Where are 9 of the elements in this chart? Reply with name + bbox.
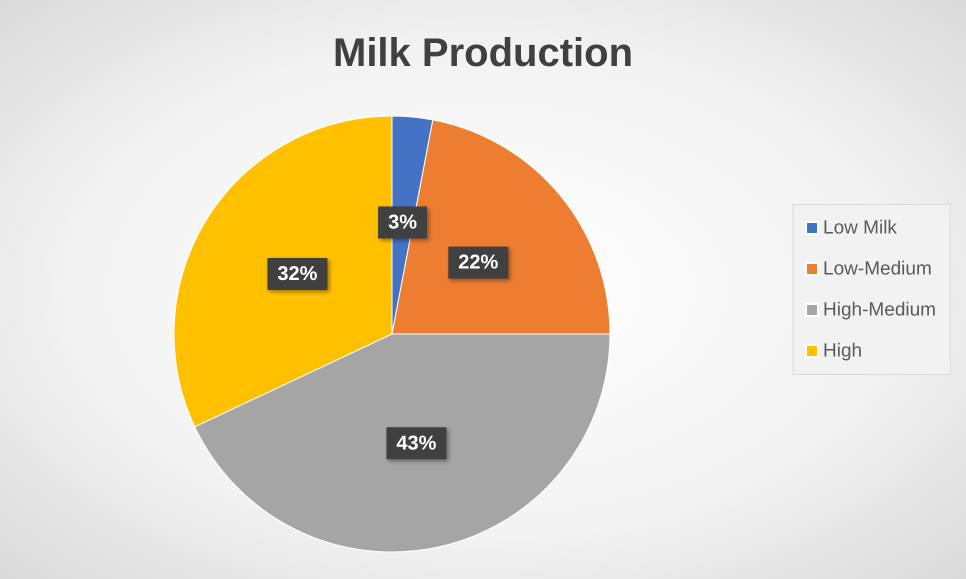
data-label: 22% (458, 252, 499, 274)
data-label: 32% (277, 262, 318, 285)
data-label: 43% (396, 432, 437, 454)
data-label: 3% (388, 211, 418, 234)
legend-label: High (823, 340, 862, 362)
legend-label: Low-Medium (823, 258, 932, 280)
legend-label: High-Medium (823, 300, 936, 320)
chart-title: Milk Production (333, 31, 633, 75)
legend-label: Low Milk (823, 218, 898, 238)
